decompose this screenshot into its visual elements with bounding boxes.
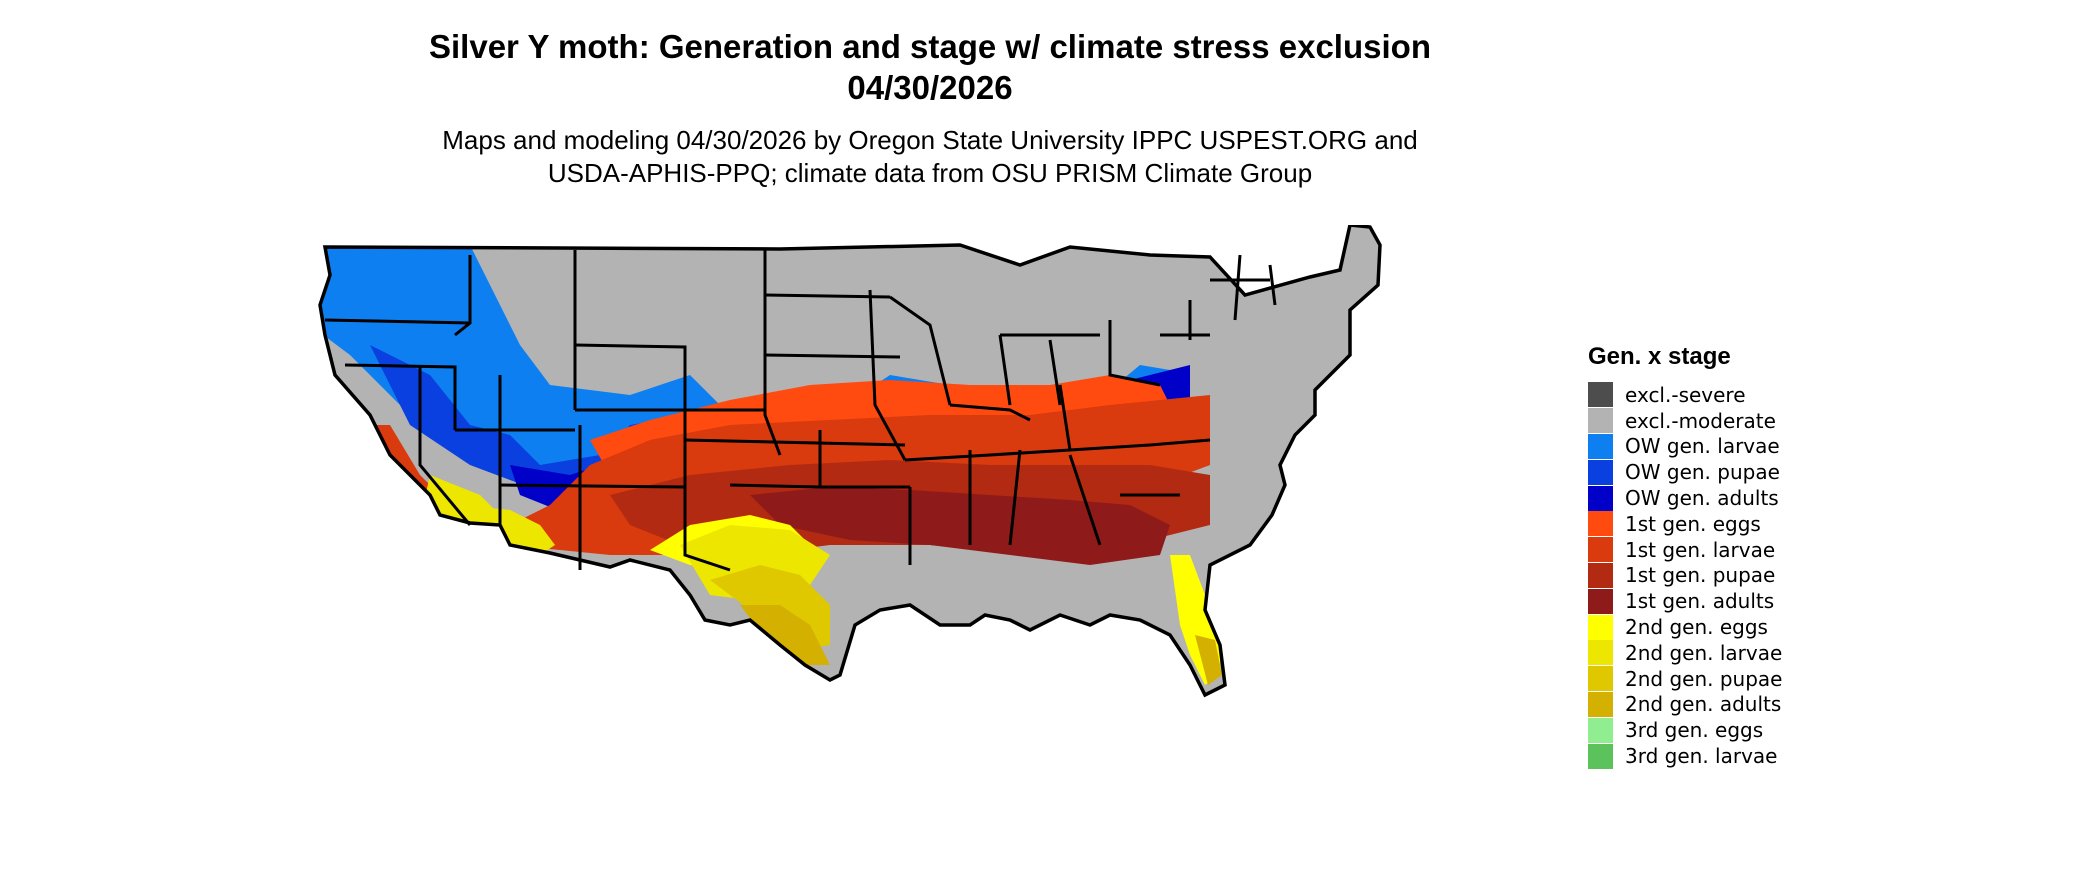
legend-swatch [1588,433,1613,459]
legend-label: 1st gen. pupae [1625,563,1776,588]
legend-swatch [1588,562,1613,588]
legend-swatch [1588,614,1613,640]
stage-zones [320,225,1380,695]
title-line-2: 04/30/2026 [847,69,1013,106]
zone-1st-adults [750,487,1170,565]
map-title: Silver Y moth: Generation and stage w/ c… [0,26,1860,108]
zone-2nd-larvae-arizona [460,505,555,555]
legend-label: 3rd gen. eggs [1625,718,1764,743]
legend-swatch [1588,640,1613,666]
legend-swatch [1588,408,1613,434]
legend-item: 3rd gen. eggs [1588,717,1888,743]
legend-swatch [1588,666,1613,692]
legend-swatch [1588,588,1613,614]
legend-swatch [1588,743,1613,769]
legend-label: 2nd gen. larvae [1625,640,1783,665]
legend-swatch [1588,717,1613,743]
map-subtitle: Maps and modeling 04/30/2026 by Oregon S… [0,124,1860,190]
legend-swatch [1588,537,1613,563]
legend-label: 2nd gen. eggs [1625,615,1768,640]
legend-swatch [1588,511,1613,537]
legend-item: excl.-severe [1588,382,1888,408]
legend: Gen. x stage excl.-severe excl.-moderate O… [1588,342,1888,769]
legend-item: 1st gen. adults [1588,588,1888,614]
us-phenology-map [318,225,1382,697]
legend-item: OW gen. larvae [1588,433,1888,460]
legend-label: 1st gen. larvae [1625,537,1776,562]
legend-label: OW gen. pupae [1625,460,1780,485]
subtitle-line-1: Maps and modeling 04/30/2026 by Oregon S… [442,125,1418,155]
legend-label: 3rd gen. larvae [1625,744,1778,769]
legend-swatch [1588,382,1613,408]
legend-item: OW gen. adults [1588,485,1888,511]
legend-swatch [1588,459,1613,485]
legend-item: excl.-moderate [1588,408,1888,434]
title-line-1: Silver Y moth: Generation and stage w/ c… [429,28,1431,65]
legend-swatch [1588,485,1613,511]
legend-item: 1st gen. pupae [1588,562,1888,589]
legend-item: 2nd gen. larvae [1588,640,1888,666]
legend-item: 3rd gen. larvae [1588,743,1888,769]
legend-label: 2nd gen. adults [1625,692,1782,717]
subtitle-line-2: USDA-APHIS-PPQ; climate data from OSU PR… [547,158,1313,188]
legend-item: 1st gen. eggs [1588,511,1888,537]
legend-item: 1st gen. larvae [1588,537,1888,563]
zone-2nd-adults-florida [1195,635,1222,685]
legend-item: 2nd gen. pupae [1588,666,1888,692]
state-boundaries [324,250,1277,572]
legend-label: 2nd gen. pupae [1625,666,1783,691]
legend-item: 2nd gen. adults [1588,691,1888,718]
legend-label: excl.-severe [1625,382,1746,407]
legend-swatch [1588,691,1613,717]
legend-item: OW gen. pupae [1588,459,1888,485]
legend-item: 2nd gen. eggs [1588,614,1888,640]
legend-label: OW gen. larvae [1625,434,1780,459]
legend-title: Gen. x stage [1588,343,1731,370]
legend-items: excl.-severe excl.-moderate OW gen. larvae… [1588,382,1888,769]
legend-label: 1st gen. eggs [1625,511,1761,536]
zone-2nd-adults [740,605,830,665]
legend-label: excl.-moderate [1625,408,1776,433]
legend-label: 1st gen. adults [1625,589,1775,614]
legend-label: OW gen. adults [1625,486,1779,511]
